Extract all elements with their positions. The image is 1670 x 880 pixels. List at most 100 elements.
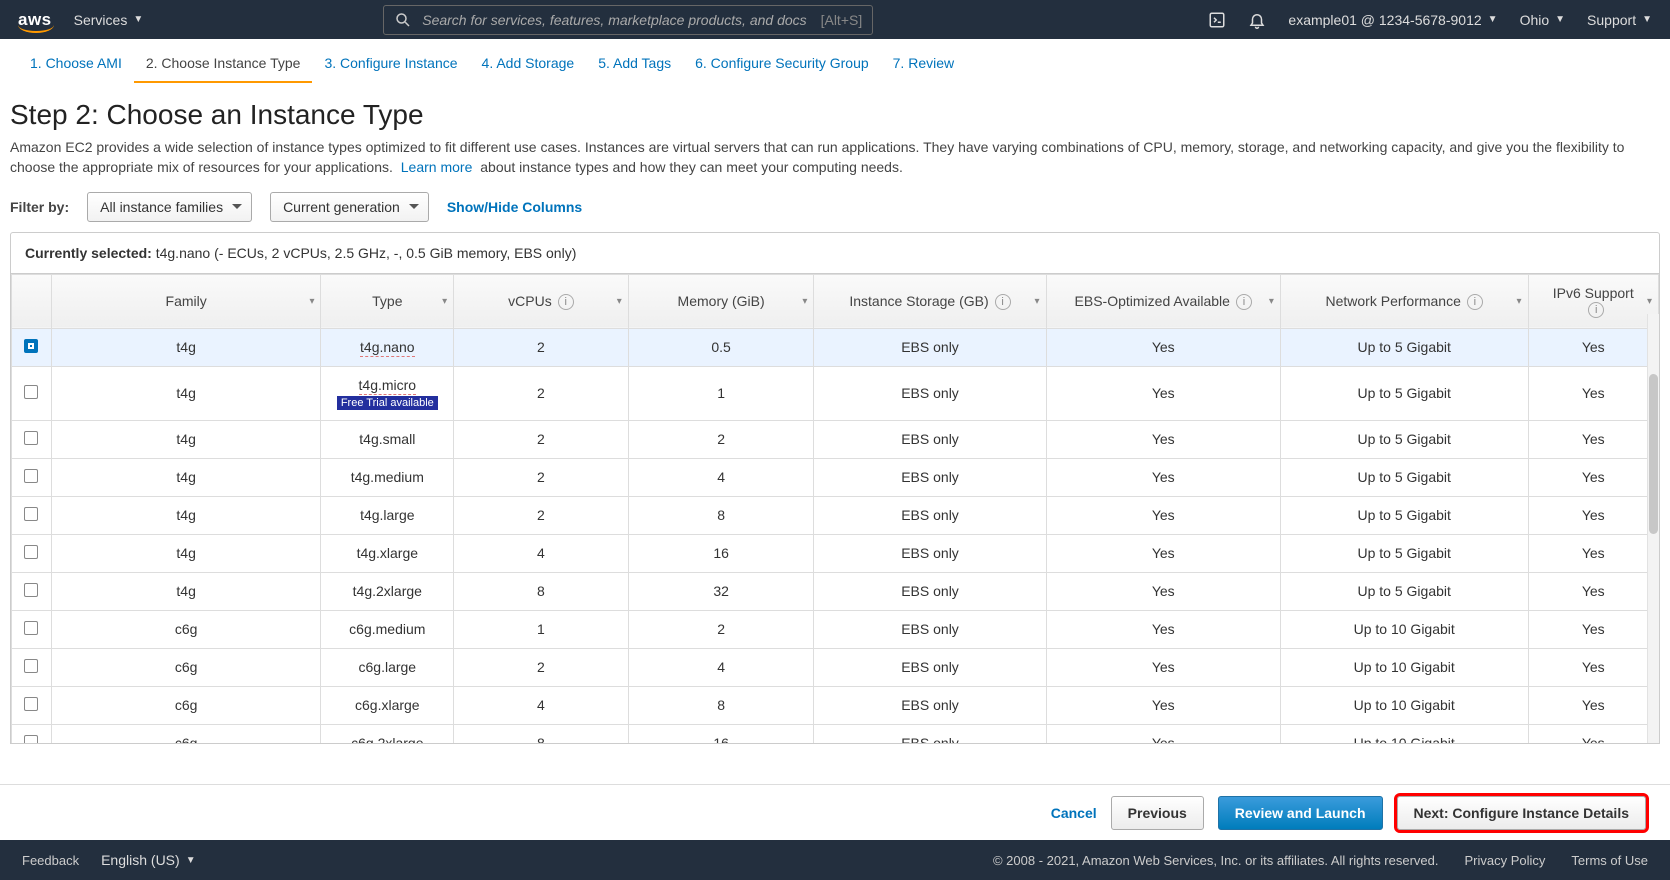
sort-icon[interactable]: ▾ bbox=[442, 296, 447, 307]
table-row[interactable]: t4gt4g.medium24EBS onlyYesUp to 5 Gigabi… bbox=[12, 458, 1659, 496]
row-checkbox[interactable] bbox=[24, 431, 38, 445]
cell-network: Up to 5 Gigabit bbox=[1280, 328, 1528, 366]
cell-storage: EBS only bbox=[814, 534, 1046, 572]
table-row[interactable]: t4gt4g.2xlarge832EBS onlyYesUp to 5 Giga… bbox=[12, 572, 1659, 610]
col-network[interactable]: Network Performancei▾ bbox=[1280, 274, 1528, 328]
table-row[interactable]: c6gc6g.xlarge48EBS onlyYesUp to 10 Gigab… bbox=[12, 686, 1659, 724]
cell-memory: 8 bbox=[628, 686, 814, 724]
cell-memory: 16 bbox=[628, 724, 814, 743]
family-filter-dropdown[interactable]: All instance families bbox=[87, 192, 252, 222]
cell-vcpus: 8 bbox=[454, 724, 629, 743]
cell-memory: 4 bbox=[628, 648, 814, 686]
wizard-tab-1[interactable]: 2. Choose Instance Type bbox=[134, 49, 313, 83]
table-row[interactable]: t4gt4g.microFree Trial available21EBS on… bbox=[12, 366, 1659, 420]
col-vcpus[interactable]: vCPUsi▾ bbox=[454, 274, 629, 328]
cell-storage: EBS only bbox=[814, 458, 1046, 496]
wizard-tab-3[interactable]: 4. Add Storage bbox=[470, 49, 587, 83]
cell-memory: 0.5 bbox=[628, 328, 814, 366]
cancel-link[interactable]: Cancel bbox=[1051, 805, 1097, 821]
row-checkbox[interactable] bbox=[24, 545, 38, 559]
scrollbar-thumb[interactable] bbox=[1649, 374, 1658, 534]
region-menu[interactable]: Ohio ▼ bbox=[1520, 12, 1565, 28]
language-menu[interactable]: English (US) ▼ bbox=[101, 852, 196, 868]
cell-family: t4g bbox=[51, 328, 321, 366]
row-checkbox[interactable] bbox=[24, 385, 38, 399]
wizard-tab-4[interactable]: 5. Add Tags bbox=[586, 49, 683, 83]
wizard-action-bar: Cancel Previous Review and Launch Next: … bbox=[0, 784, 1670, 840]
sort-icon[interactable]: ▾ bbox=[1647, 296, 1652, 307]
cell-vcpus: 2 bbox=[454, 648, 629, 686]
feedback-link[interactable]: Feedback bbox=[22, 853, 79, 868]
support-label: Support bbox=[1587, 12, 1636, 28]
row-checkbox[interactable] bbox=[24, 735, 38, 744]
wizard-tab-5[interactable]: 6. Configure Security Group bbox=[683, 49, 881, 83]
global-search[interactable]: Search for services, features, marketpla… bbox=[383, 5, 873, 35]
cell-type: t4g.small bbox=[321, 420, 454, 458]
next-configure-instance-button[interactable]: Next: Configure Instance Details bbox=[1397, 796, 1647, 830]
cell-type: t4g.large bbox=[321, 496, 454, 534]
table-row[interactable]: t4gt4g.small22EBS onlyYesUp to 5 Gigabit… bbox=[12, 420, 1659, 458]
col-family[interactable]: Family▾ bbox=[51, 274, 321, 328]
previous-button[interactable]: Previous bbox=[1111, 796, 1204, 830]
cloudshell-icon[interactable] bbox=[1208, 11, 1226, 29]
row-checkbox[interactable] bbox=[24, 621, 38, 635]
col-storage[interactable]: Instance Storage (GB)i▾ bbox=[814, 274, 1046, 328]
privacy-link[interactable]: Privacy Policy bbox=[1465, 853, 1546, 868]
terms-link[interactable]: Terms of Use bbox=[1571, 853, 1648, 868]
sort-icon[interactable]: ▾ bbox=[802, 296, 807, 307]
table-row[interactable]: t4gt4g.large28EBS onlyYesUp to 5 Gigabit… bbox=[12, 496, 1659, 534]
cell-ipv6: Yes bbox=[1528, 572, 1659, 610]
col-memory[interactable]: Memory (GiB)▾ bbox=[628, 274, 814, 328]
info-icon[interactable]: i bbox=[1236, 294, 1252, 310]
vertical-scrollbar[interactable] bbox=[1647, 314, 1659, 743]
sort-icon[interactable]: ▾ bbox=[1269, 296, 1274, 307]
col-ipv6[interactable]: IPv6 Supporti▾ bbox=[1528, 274, 1659, 328]
sort-icon[interactable]: ▾ bbox=[1516, 296, 1521, 307]
aws-logo[interactable]: aws bbox=[18, 10, 52, 30]
generation-filter-dropdown[interactable]: Current generation bbox=[270, 192, 429, 222]
cell-network: Up to 5 Gigabit bbox=[1280, 366, 1528, 420]
cell-ipv6: Yes bbox=[1528, 420, 1659, 458]
row-checkbox[interactable] bbox=[24, 339, 38, 353]
selection-summary-label: Currently selected: bbox=[25, 245, 152, 261]
table-row[interactable]: c6gc6g.medium12EBS onlyYesUp to 10 Gigab… bbox=[12, 610, 1659, 648]
notifications-icon[interactable] bbox=[1248, 11, 1266, 29]
row-checkbox[interactable] bbox=[24, 469, 38, 483]
table-row[interactable]: t4gt4g.xlarge416EBS onlyYesUp to 5 Gigab… bbox=[12, 534, 1659, 572]
row-checkbox[interactable] bbox=[24, 697, 38, 711]
caret-down-icon: ▼ bbox=[133, 14, 143, 25]
learn-more-link[interactable]: Learn more bbox=[401, 159, 473, 175]
row-checkbox[interactable] bbox=[24, 507, 38, 521]
table-row[interactable]: c6gc6g.2xlarge816EBS onlyYesUp to 10 Gig… bbox=[12, 724, 1659, 743]
free-trial-badge: Free Trial available bbox=[337, 396, 438, 410]
support-menu[interactable]: Support ▼ bbox=[1587, 12, 1652, 28]
review-and-launch-button[interactable]: Review and Launch bbox=[1218, 796, 1383, 830]
sort-icon[interactable]: ▾ bbox=[309, 296, 314, 307]
cell-network: Up to 5 Gigabit bbox=[1280, 572, 1528, 610]
info-icon[interactable]: i bbox=[558, 294, 574, 310]
show-hide-columns-link[interactable]: Show/Hide Columns bbox=[447, 199, 582, 215]
row-checkbox[interactable] bbox=[24, 583, 38, 597]
col-type[interactable]: Type▾ bbox=[321, 274, 454, 328]
wizard-tab-0[interactable]: 1. Choose AMI bbox=[18, 49, 134, 83]
instance-table-wrap: Family▾ Type▾ vCPUsi▾ Memory (GiB)▾ Inst… bbox=[10, 274, 1660, 744]
info-icon[interactable]: i bbox=[995, 294, 1011, 310]
account-menu[interactable]: example01 @ 1234-5678-9012 ▼ bbox=[1288, 12, 1497, 28]
cell-network: Up to 5 Gigabit bbox=[1280, 534, 1528, 572]
col-ebs[interactable]: EBS-Optimized Availablei▾ bbox=[1046, 274, 1280, 328]
cell-memory: 4 bbox=[628, 458, 814, 496]
account-label: example01 @ 1234-5678-9012 bbox=[1288, 12, 1481, 28]
col-checkbox bbox=[12, 274, 52, 328]
table-row[interactable]: t4gt4g.nano20.5EBS onlyYesUp to 5 Gigabi… bbox=[12, 328, 1659, 366]
wizard-tab-2[interactable]: 3. Configure Instance bbox=[312, 49, 469, 83]
wizard-tabs: 1. Choose AMI2. Choose Instance Type3. C… bbox=[0, 39, 1670, 83]
row-checkbox[interactable] bbox=[24, 659, 38, 673]
services-menu[interactable]: Services ▼ bbox=[74, 12, 144, 28]
wizard-tab-6[interactable]: 7. Review bbox=[881, 49, 966, 83]
sort-icon[interactable]: ▾ bbox=[617, 296, 622, 307]
cell-ebs: Yes bbox=[1046, 458, 1280, 496]
info-icon[interactable]: i bbox=[1467, 294, 1483, 310]
table-row[interactable]: c6gc6g.large24EBS onlyYesUp to 10 Gigabi… bbox=[12, 648, 1659, 686]
sort-icon[interactable]: ▾ bbox=[1035, 296, 1040, 307]
info-icon[interactable]: i bbox=[1588, 302, 1604, 318]
